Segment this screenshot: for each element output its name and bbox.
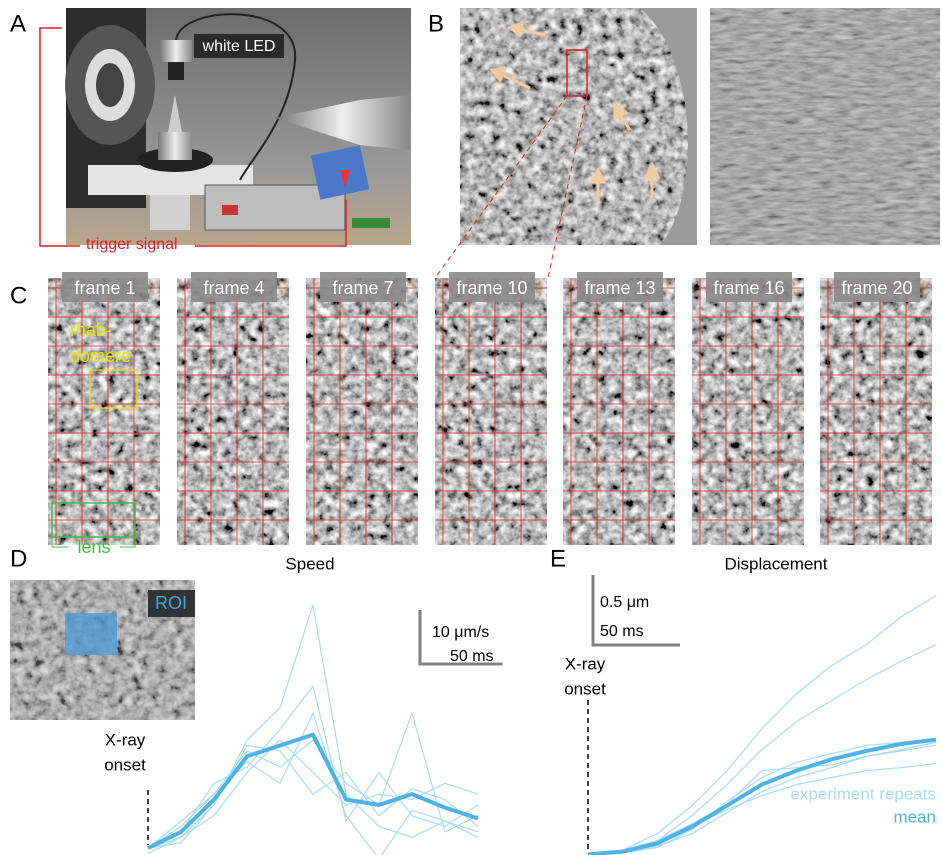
roi-label: ROI — [155, 593, 187, 613]
frame-image — [48, 278, 160, 545]
panel-label: A — [10, 10, 26, 37]
frame-image — [692, 278, 804, 545]
lens-label: lens — [77, 537, 110, 557]
repeat-line — [148, 740, 478, 853]
legend-entry: experiment repeats — [790, 784, 936, 803]
frame-label: frame 4 — [203, 278, 264, 298]
rhabdomere-label: domere — [70, 346, 131, 366]
frame-label: frame 10 — [456, 278, 527, 298]
led-label: white LED — [202, 38, 276, 55]
scale-label: 50 ms — [600, 623, 644, 640]
frame-label: frame 16 — [713, 278, 784, 298]
frame-image — [177, 278, 289, 545]
panel-label: D — [10, 545, 27, 572]
trigger-label: trigger signal — [86, 236, 178, 253]
repeat-line — [148, 746, 478, 849]
onset-label: X-ray — [105, 730, 146, 749]
repeat-line — [148, 605, 478, 848]
charts: Speed 10 μm/s 50 ms X-ray onset Displacement 0… — [104, 554, 936, 855]
legend-entry: mean — [893, 807, 936, 826]
frame-strip: frame 1 frame 4 frame 7 frame 10 frame 13 fra… — [48, 272, 932, 545]
chart-title: Speed — [285, 554, 334, 573]
figure: A white LED trigger signal B — [0, 0, 942, 855]
xray-image — [435, 8, 940, 278]
onset-label: X-ray — [565, 654, 606, 673]
onset-label: onset — [564, 679, 606, 698]
frame-image — [820, 278, 932, 545]
chart-title: Displacement — [725, 554, 828, 573]
frame-label: frame 7 — [332, 278, 393, 298]
panel-label: B — [428, 10, 444, 37]
onset-label: onset — [104, 755, 146, 774]
frame-label: frame 13 — [584, 278, 655, 298]
scale-label: 50 ms — [450, 648, 494, 665]
scale-label: 10 μm/s — [432, 624, 489, 641]
panel-label: C — [10, 282, 27, 309]
rhabdomere-label: rhab- — [70, 320, 112, 340]
frame-image — [306, 278, 418, 545]
scale-label: 0.5 μm — [600, 594, 649, 611]
frame-image — [435, 278, 547, 545]
frame-label: frame 20 — [841, 278, 912, 298]
panel-label: E — [550, 545, 566, 572]
repeat-line — [588, 645, 936, 855]
frame-label: frame 1 — [74, 278, 135, 298]
frame-image — [563, 278, 675, 545]
